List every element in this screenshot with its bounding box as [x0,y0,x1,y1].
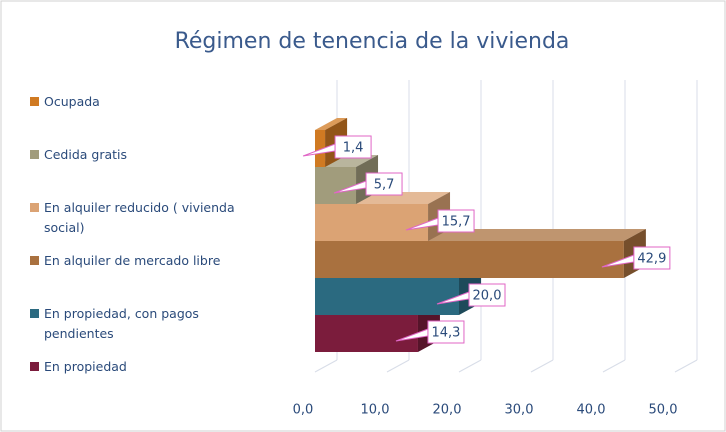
floor-line [602,359,626,373]
legend-item: Ocupada [30,92,270,112]
x-tick-label: 40,0 [577,403,606,418]
legend-label: En propiedad, con pagos pendientes [44,306,199,341]
legend-item: En alquiler reducido ( vivienda social) [30,198,270,238]
x-tick-label: 0,0 [293,403,314,418]
value-label-box [437,209,475,233]
x-tick-label: 50,0 [649,403,678,418]
value-label-box [633,246,671,270]
floor-line [386,359,410,373]
bar-front [315,315,418,352]
legend-swatch [30,309,39,318]
floor-line [530,359,554,373]
value-label: 5,7 [374,178,395,193]
value-label-box [334,135,372,159]
floor-line [458,359,482,373]
legend-label: Cedida gratis [44,147,128,162]
bar-front [315,204,429,241]
value-label-box [365,172,403,196]
chart-title: Régimen de tenencia de la vivienda [175,29,570,54]
value-label-box [427,320,465,344]
legend-swatch [30,203,39,212]
value-label: 20,0 [473,289,502,304]
value-label: 15,7 [442,215,471,230]
legend-label: En alquiler de mercado libre [44,253,221,268]
floor-line [674,359,698,373]
legend-swatch [30,150,39,159]
bar-front [315,167,357,204]
x-tick-label: 30,0 [505,403,534,418]
x-tick-label: 20,0 [433,403,462,418]
legend-swatch [30,256,39,265]
legend-label: Ocupada [44,94,100,109]
value-label-box [468,283,506,307]
bar-front [315,278,459,315]
legend-label: En propiedad [44,359,127,374]
floor-line [314,359,338,373]
bar-front [315,130,326,167]
value-label: 1,4 [343,141,364,156]
x-tick-label: 10,0 [361,403,390,418]
bar-front [315,241,624,278]
legend-label: En alquiler reducido ( vivienda social) [44,200,235,235]
legend-swatch [30,362,39,371]
bar-top [315,118,348,130]
legend-item: En propiedad, con pagos pendientes [30,304,270,344]
legend-item: Cedida gratis [30,145,270,165]
legend-item: En propiedad [30,357,270,377]
legend-swatch [30,97,39,106]
value-label: 14,3 [431,326,460,341]
value-label: 42,9 [637,252,666,267]
legend-item: En alquiler de mercado libre [30,251,270,271]
